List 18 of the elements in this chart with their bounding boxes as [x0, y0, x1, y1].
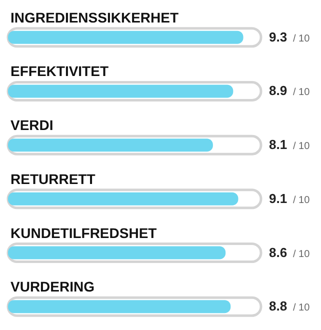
text: / 10 — [293, 248, 310, 260]
y-tick-label: EFFEKTIVITET — [10, 63, 109, 80]
data-label: 9.3 — [269, 29, 288, 44]
data-label: 8.6 — [269, 244, 288, 260]
text: / 10 — [293, 141, 310, 152]
data-label: 9.1 — [269, 190, 288, 206]
data-label: 8.1 — [269, 137, 288, 152]
text: / 10 — [293, 87, 310, 98]
text: / 10 — [293, 33, 310, 44]
y-tick-label: KUNDETILFREDSHET — [10, 224, 158, 241]
y-tick-label: VERDI — [10, 117, 54, 134]
y-tick-label: VURDERING — [10, 278, 95, 295]
text: / 10 — [293, 194, 310, 206]
y-tick-label: RETURRETT — [10, 170, 96, 187]
y-tick-label: INGREDIENSSIKKERHET — [10, 9, 179, 26]
data-label: 8.8 — [269, 298, 288, 314]
data-label: 8.9 — [269, 83, 288, 98]
text: / 10 — [293, 302, 310, 314]
